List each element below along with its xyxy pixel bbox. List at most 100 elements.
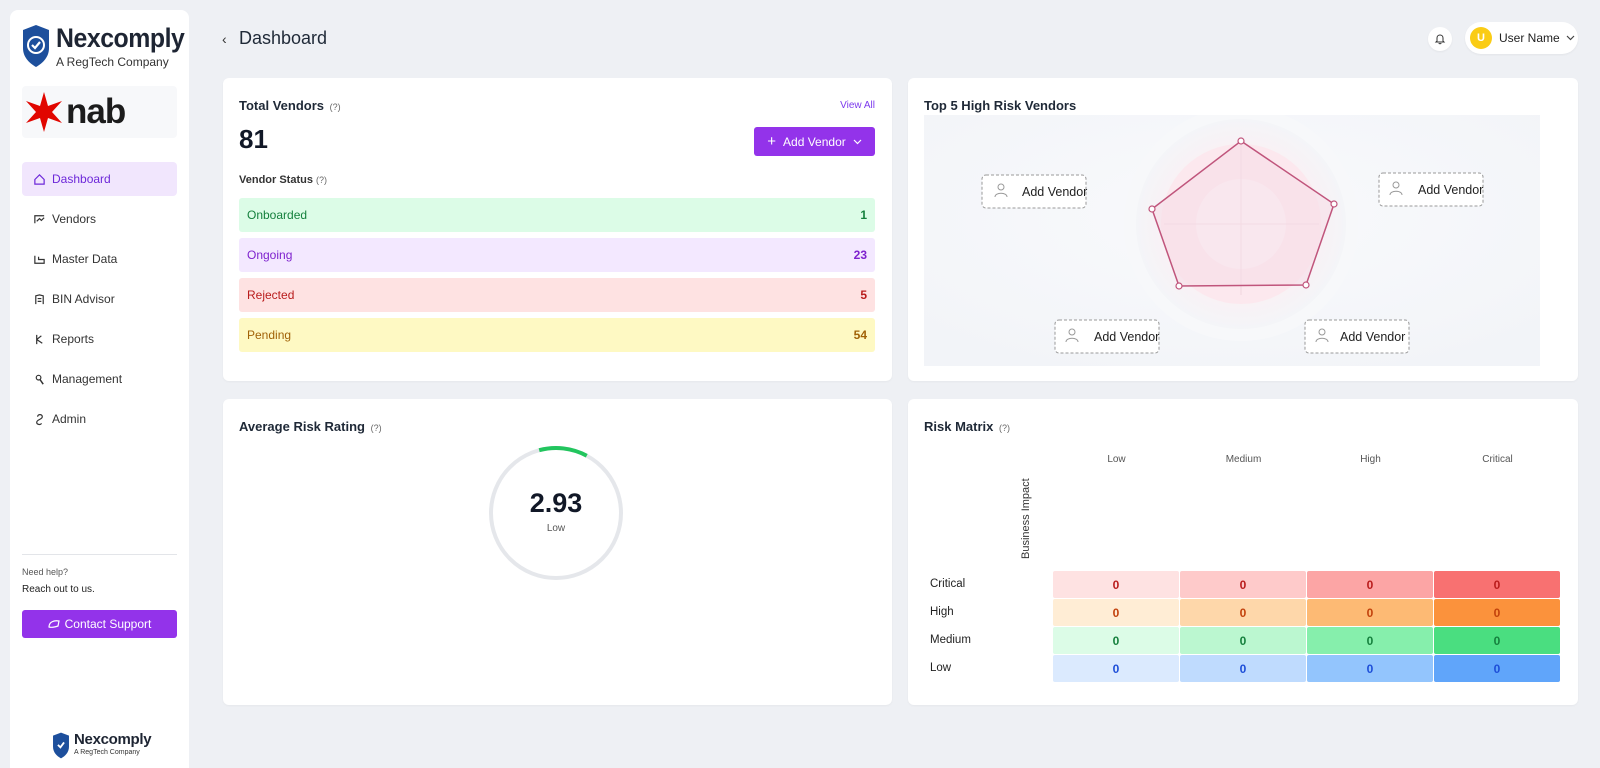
matrix-cell[interactable]: 0 bbox=[1180, 571, 1306, 598]
vendor-status-title-text: Vendor Status bbox=[239, 174, 313, 186]
chevron-down-icon bbox=[853, 139, 862, 144]
add-vendor-placeholder-bottom-left[interactable]: Add Vendor bbox=[1054, 319, 1160, 354]
user-icon bbox=[1315, 328, 1329, 343]
help-icon[interactable]: (?) bbox=[316, 175, 328, 185]
top-risk-vendors-title: Top 5 High Risk Vendors bbox=[924, 98, 1077, 113]
matrix-column-header: Low bbox=[1107, 454, 1126, 465]
client-logo: nab bbox=[22, 86, 177, 138]
matrix-cell[interactable]: 0 bbox=[1180, 599, 1306, 626]
status-row-pending[interactable]: Pending 54 bbox=[239, 318, 875, 352]
gauge-progress-arc bbox=[489, 446, 623, 580]
status-label: Rejected bbox=[247, 288, 295, 302]
back-chevron-icon[interactable]: ‹ bbox=[222, 31, 227, 47]
view-all-link[interactable]: View All bbox=[840, 100, 875, 111]
user-menu[interactable]: U User Name bbox=[1465, 22, 1578, 54]
matrix-cell[interactable]: 0 bbox=[1434, 655, 1560, 682]
matrix-column-header: Critical bbox=[1482, 454, 1513, 465]
contact-support-label: Contact Support bbox=[64, 617, 152, 631]
gauge-label: Low bbox=[546, 523, 566, 534]
status-count: 1 bbox=[860, 208, 867, 222]
chevron-down-icon bbox=[1566, 35, 1575, 41]
help-icon[interactable]: (?) bbox=[370, 423, 382, 433]
matrix-cell[interactable]: 0 bbox=[1180, 655, 1306, 682]
total-vendors-card: Total Vendors (?) View All 81 + Add Vend… bbox=[223, 78, 892, 381]
add-vendor-button[interactable]: + Add Vendor bbox=[754, 127, 875, 156]
matrix-cell[interactable]: 0 bbox=[1053, 599, 1179, 626]
bin-advisor-icon bbox=[32, 292, 46, 306]
average-risk-rating-card: Average Risk Rating (?) 2.93 Low bbox=[223, 399, 892, 705]
matrix-cell[interactable]: 0 bbox=[1053, 571, 1179, 598]
add-vendor-label: Add Vendor bbox=[783, 134, 846, 149]
brand-tagline: A RegTech Company bbox=[56, 55, 169, 69]
matrix-cell[interactable]: 0 bbox=[1434, 627, 1560, 654]
sidebar-item-dashboard[interactable]: Dashboard bbox=[22, 162, 177, 196]
users-icon bbox=[1389, 181, 1403, 196]
page-title: Dashboard bbox=[239, 28, 328, 48]
matrix-row-label: Medium bbox=[930, 634, 971, 646]
help-text: Reach out to us. bbox=[22, 584, 95, 595]
sidebar-item-master-data[interactable]: Master Data bbox=[22, 242, 177, 276]
add-vendor-placeholder-bottom-right[interactable]: Add Vendor bbox=[1304, 319, 1410, 354]
help-caption: Need help? bbox=[22, 567, 69, 577]
matrix-column-header: Medium bbox=[1225, 454, 1262, 465]
average-risk-title-text: Average Risk Rating bbox=[239, 419, 365, 434]
sidebar-divider bbox=[22, 554, 177, 555]
help-icon[interactable]: (?) bbox=[999, 423, 1010, 433]
status-row-onboarded[interactable]: Onboarded 1 bbox=[239, 198, 875, 232]
matrix-column-header: High bbox=[1360, 454, 1381, 465]
users-icon bbox=[1065, 328, 1079, 343]
footer-brand-tagline: A RegTech Company bbox=[74, 749, 140, 756]
user-name: User Name bbox=[1499, 31, 1560, 45]
add-vendor-placeholder-left[interactable]: Add Vendor bbox=[981, 174, 1087, 209]
sidebar-nav: Dashboard Vendors Master Data BIN Adviso… bbox=[22, 162, 177, 442]
star-icon bbox=[26, 92, 62, 132]
contact-support-button[interactable]: Contact Support bbox=[22, 610, 177, 638]
risk-matrix-title: Risk Matrix (?) bbox=[924, 419, 1010, 434]
bell-icon bbox=[1434, 34, 1446, 45]
sidebar-item-label: Master Data bbox=[52, 252, 118, 266]
matrix-cell[interactable]: 0 bbox=[1180, 627, 1306, 654]
shield-check-icon bbox=[23, 25, 49, 67]
matrix-cell[interactable]: 0 bbox=[1434, 571, 1560, 598]
matrix-cell[interactable]: 0 bbox=[1307, 599, 1433, 626]
sidebar-item-label: Admin bbox=[52, 412, 87, 426]
matrix-cell[interactable]: 0 bbox=[1053, 655, 1179, 682]
vendors-icon bbox=[32, 212, 46, 226]
sidebar-item-vendors[interactable]: Vendors bbox=[22, 202, 177, 236]
help-icon[interactable]: (?) bbox=[329, 102, 341, 112]
gauge-value: 2.93 bbox=[529, 488, 583, 518]
avatar: U bbox=[1470, 27, 1492, 49]
radar-chart: Add Vendor Add Vendor Add Vendor Add Ven… bbox=[924, 115, 1540, 366]
add-vendor-placeholder-label: Add Vendor bbox=[1340, 330, 1405, 344]
top-risk-vendors-card: Top 5 High Risk Vendors Add Vend bbox=[908, 78, 1578, 381]
average-risk-title: Average Risk Rating (?) bbox=[239, 419, 382, 434]
status-row-rejected[interactable]: Rejected 5 bbox=[239, 278, 875, 312]
client-name: nab bbox=[66, 92, 126, 131]
matrix-cell[interactable]: 0 bbox=[1434, 599, 1560, 626]
matrix-cell[interactable]: 0 bbox=[1307, 655, 1433, 682]
status-label: Pending bbox=[247, 328, 292, 342]
brand-logo[interactable]: Nexcomply A RegTech Company bbox=[22, 24, 196, 69]
footer-brand-name: Nexcomply bbox=[74, 731, 152, 748]
status-row-ongoing[interactable]: Ongoing 23 bbox=[239, 238, 875, 272]
matrix-cell[interactable]: 0 bbox=[1307, 571, 1433, 598]
matrix-cell[interactable]: 0 bbox=[1307, 627, 1433, 654]
add-vendor-placeholder-label: Add Vendor bbox=[1094, 330, 1159, 344]
total-vendors-title: Total Vendors (?) bbox=[239, 98, 341, 113]
brand-name: Nexcomply bbox=[56, 23, 185, 53]
shield-check-icon bbox=[53, 732, 69, 759]
matrix-row-label: High bbox=[930, 606, 954, 618]
add-vendor-placeholder-right[interactable]: Add Vendor bbox=[1378, 172, 1484, 207]
support-icon bbox=[48, 620, 60, 629]
sidebar-item-admin[interactable]: Admin bbox=[22, 402, 177, 436]
matrix-axis-label: Business Impact bbox=[1020, 478, 1032, 559]
sidebar-item-reports[interactable]: Reports bbox=[22, 322, 177, 356]
sidebar-item-bin-advisor[interactable]: BIN Advisor bbox=[22, 282, 177, 316]
sidebar-item-management[interactable]: Management bbox=[22, 362, 177, 396]
matrix-cell[interactable]: 0 bbox=[1053, 627, 1179, 654]
sidebar-item-label: Dashboard bbox=[52, 172, 111, 186]
notification-button[interactable] bbox=[1428, 27, 1452, 51]
status-count: 5 bbox=[860, 288, 867, 302]
add-vendor-placeholder-label: Add Vendor bbox=[1022, 185, 1087, 199]
users-icon bbox=[994, 183, 1008, 198]
